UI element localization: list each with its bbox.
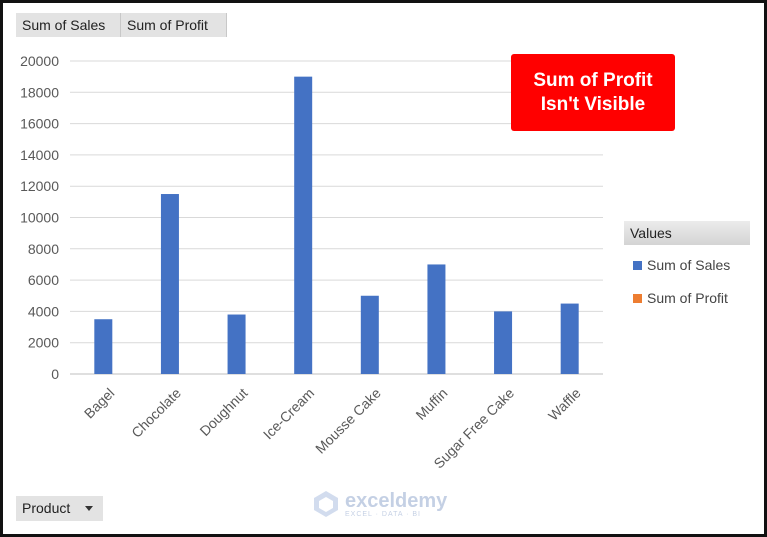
bar-chocolate[interactable] [160,194,179,374]
x-tick-label: Muffin [412,385,450,423]
x-tick-label: Ice-Cream [260,385,318,443]
y-tick-label: 10000 [20,210,59,226]
annotation-callout: Sum of Profit Isn't Visible [511,54,675,131]
product-filter-dropdown[interactable]: Product [16,496,103,521]
watermark-tagline: EXCEL · DATA · BI [345,510,421,518]
y-tick-label: 4000 [28,303,59,319]
legend-swatch-sales [633,260,642,270]
exceldemy-watermark: exceldemy EXCEL · DATA · BI [311,489,447,519]
product-filter-label: Product [22,500,71,516]
legend-label-sales: Sum of Sales [647,257,731,273]
y-tick-label: 20000 [20,53,59,69]
sum-of-profit-field-button[interactable]: Sum of Profit [121,13,227,37]
y-tick-label: 12000 [20,178,59,194]
y-tick-label: 2000 [28,335,59,351]
y-tick-label: 18000 [20,84,59,100]
legend-swatch-profit [633,293,642,303]
bar-bagel[interactable] [94,319,113,374]
watermark-name: exceldemy [345,489,448,512]
bar-mousse-cake[interactable] [360,295,379,374]
y-tick-label: 8000 [28,241,59,257]
y-tick-label: 14000 [20,147,59,163]
y-axis-tick-labels: 0 2000 4000 6000 8000 10000 12000 14000 16000 180… [20,53,59,382]
sum-of-sales-field-button[interactable]: Sum of Sales [16,13,121,37]
legend-item-sum-of-profit[interactable]: Sum of Profit [633,289,728,307]
y-tick-label: 6000 [28,272,59,288]
x-tick-label: Bagel [81,385,118,422]
bars[interactable] [94,76,579,375]
callout-line-1: Sum of Profit [533,69,653,91]
bar-ice-cream[interactable] [294,76,313,375]
callout-line-2: Isn't Visible [540,93,646,115]
x-tick-label: Waffle [545,385,584,424]
y-tick-label: 0 [51,366,59,382]
bar-doughnut[interactable] [227,314,246,374]
bar-sugar-free-cake[interactable] [494,311,513,374]
legend-label-profit: Sum of Profit [647,290,728,306]
x-tick-label: Chocolate [128,385,184,441]
legend-values-header[interactable]: Values [624,221,750,245]
gridlines [70,60,603,375]
bar-waffle[interactable] [560,303,579,374]
legend-item-sum-of-sales[interactable]: Sum of Sales [633,256,730,274]
y-tick-label: 16000 [20,116,59,132]
dropdown-arrow-icon [85,506,93,511]
x-tick-label: Doughnut [196,385,250,439]
exceldemy-logo-icon [314,491,338,517]
bar-muffin[interactable] [427,264,446,374]
x-tick-label: Mousse Cake [312,385,384,457]
